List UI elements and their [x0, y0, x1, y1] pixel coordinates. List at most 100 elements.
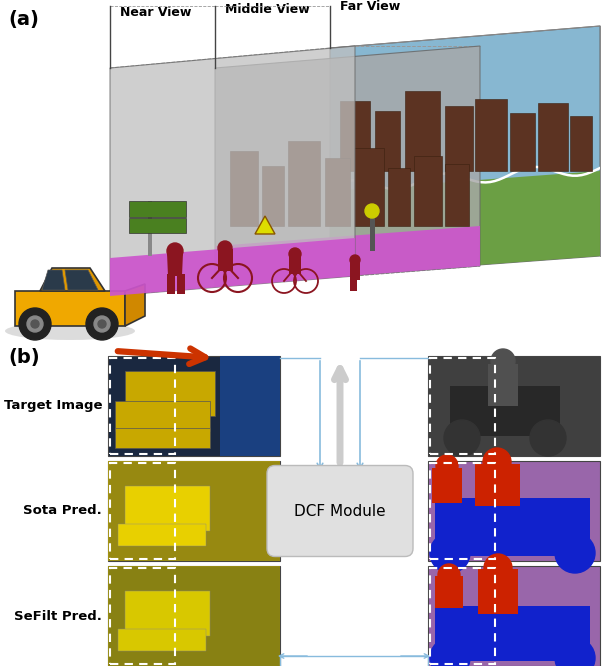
Bar [430, 358, 495, 454]
Text: Near View: Near View [120, 6, 192, 19]
Bar [230, 151, 258, 226]
Circle shape [430, 533, 470, 573]
Polygon shape [65, 270, 98, 290]
Bar [118, 629, 206, 651]
Bar [110, 568, 175, 664]
FancyBboxPatch shape [267, 466, 413, 557]
Polygon shape [330, 171, 600, 276]
Circle shape [289, 248, 301, 260]
Bar [125, 486, 210, 531]
Bar [428, 356, 600, 456]
Bar [354, 148, 384, 226]
Bar [478, 569, 518, 614]
Bar [430, 463, 495, 559]
Text: Sota Pred.: Sota Pred. [23, 505, 102, 517]
Bar [428, 566, 600, 666]
Ellipse shape [5, 322, 135, 340]
Bar [167, 274, 175, 294]
Bar [177, 274, 185, 294]
Circle shape [94, 316, 110, 332]
Bar [475, 99, 507, 171]
Circle shape [430, 638, 470, 666]
Bar [340, 101, 370, 171]
Bar [450, 386, 560, 436]
Polygon shape [110, 238, 355, 296]
Bar [110, 463, 175, 559]
Bar [432, 468, 462, 503]
Bar [289, 255, 301, 274]
Bar [475, 464, 520, 506]
Bar [488, 364, 518, 406]
Bar [108, 461, 280, 561]
Bar [125, 371, 215, 416]
Bar [148, 201, 152, 256]
Bar [538, 103, 568, 171]
Bar [125, 591, 210, 636]
Circle shape [218, 241, 232, 255]
Circle shape [444, 420, 480, 456]
Bar [108, 356, 280, 456]
Bar [570, 116, 592, 171]
Bar [108, 461, 280, 561]
Text: SeFilt Pred.: SeFilt Pred. [14, 609, 102, 623]
Polygon shape [255, 216, 275, 234]
Circle shape [491, 349, 515, 373]
FancyBboxPatch shape [129, 201, 186, 217]
Circle shape [19, 308, 51, 340]
Circle shape [438, 564, 460, 586]
Bar [218, 249, 233, 271]
Bar [288, 141, 320, 226]
Bar [445, 164, 469, 226]
Bar [375, 111, 400, 171]
Circle shape [86, 308, 118, 340]
Text: (a): (a) [8, 10, 39, 29]
Bar [115, 428, 210, 448]
FancyBboxPatch shape [129, 218, 186, 233]
Circle shape [350, 255, 360, 265]
Polygon shape [15, 291, 125, 326]
Text: (b): (b) [8, 348, 40, 367]
Circle shape [167, 243, 183, 259]
Polygon shape [40, 268, 105, 291]
Bar [108, 566, 280, 666]
Polygon shape [110, 46, 355, 296]
Bar [350, 279, 357, 291]
Circle shape [530, 420, 566, 456]
Bar [115, 401, 210, 431]
Bar [110, 358, 175, 454]
Circle shape [483, 448, 511, 476]
Bar [430, 568, 495, 664]
Text: DCF Module: DCF Module [294, 503, 386, 519]
Circle shape [555, 533, 595, 573]
Bar [388, 168, 410, 226]
Polygon shape [42, 270, 65, 290]
Bar [118, 524, 206, 546]
Text: Middle View: Middle View [225, 3, 309, 16]
Bar [220, 356, 280, 456]
Bar [435, 498, 590, 556]
Bar [262, 166, 284, 226]
Bar [510, 113, 535, 171]
Bar [435, 606, 590, 661]
Polygon shape [215, 46, 480, 286]
Bar [325, 158, 350, 226]
Polygon shape [330, 26, 600, 276]
Text: Far View: Far View [340, 0, 400, 13]
Circle shape [365, 204, 379, 218]
Bar [108, 566, 280, 666]
Bar [405, 91, 440, 171]
Bar [428, 461, 600, 561]
Polygon shape [125, 284, 145, 326]
Polygon shape [215, 226, 480, 286]
Circle shape [484, 554, 512, 582]
Circle shape [555, 638, 595, 666]
Polygon shape [167, 253, 183, 276]
Circle shape [98, 320, 106, 328]
Circle shape [436, 455, 458, 477]
Bar [350, 262, 360, 280]
Bar [435, 576, 463, 608]
Text: Target Image: Target Image [4, 400, 102, 412]
Circle shape [27, 316, 43, 332]
Circle shape [31, 320, 39, 328]
Bar [445, 106, 473, 171]
